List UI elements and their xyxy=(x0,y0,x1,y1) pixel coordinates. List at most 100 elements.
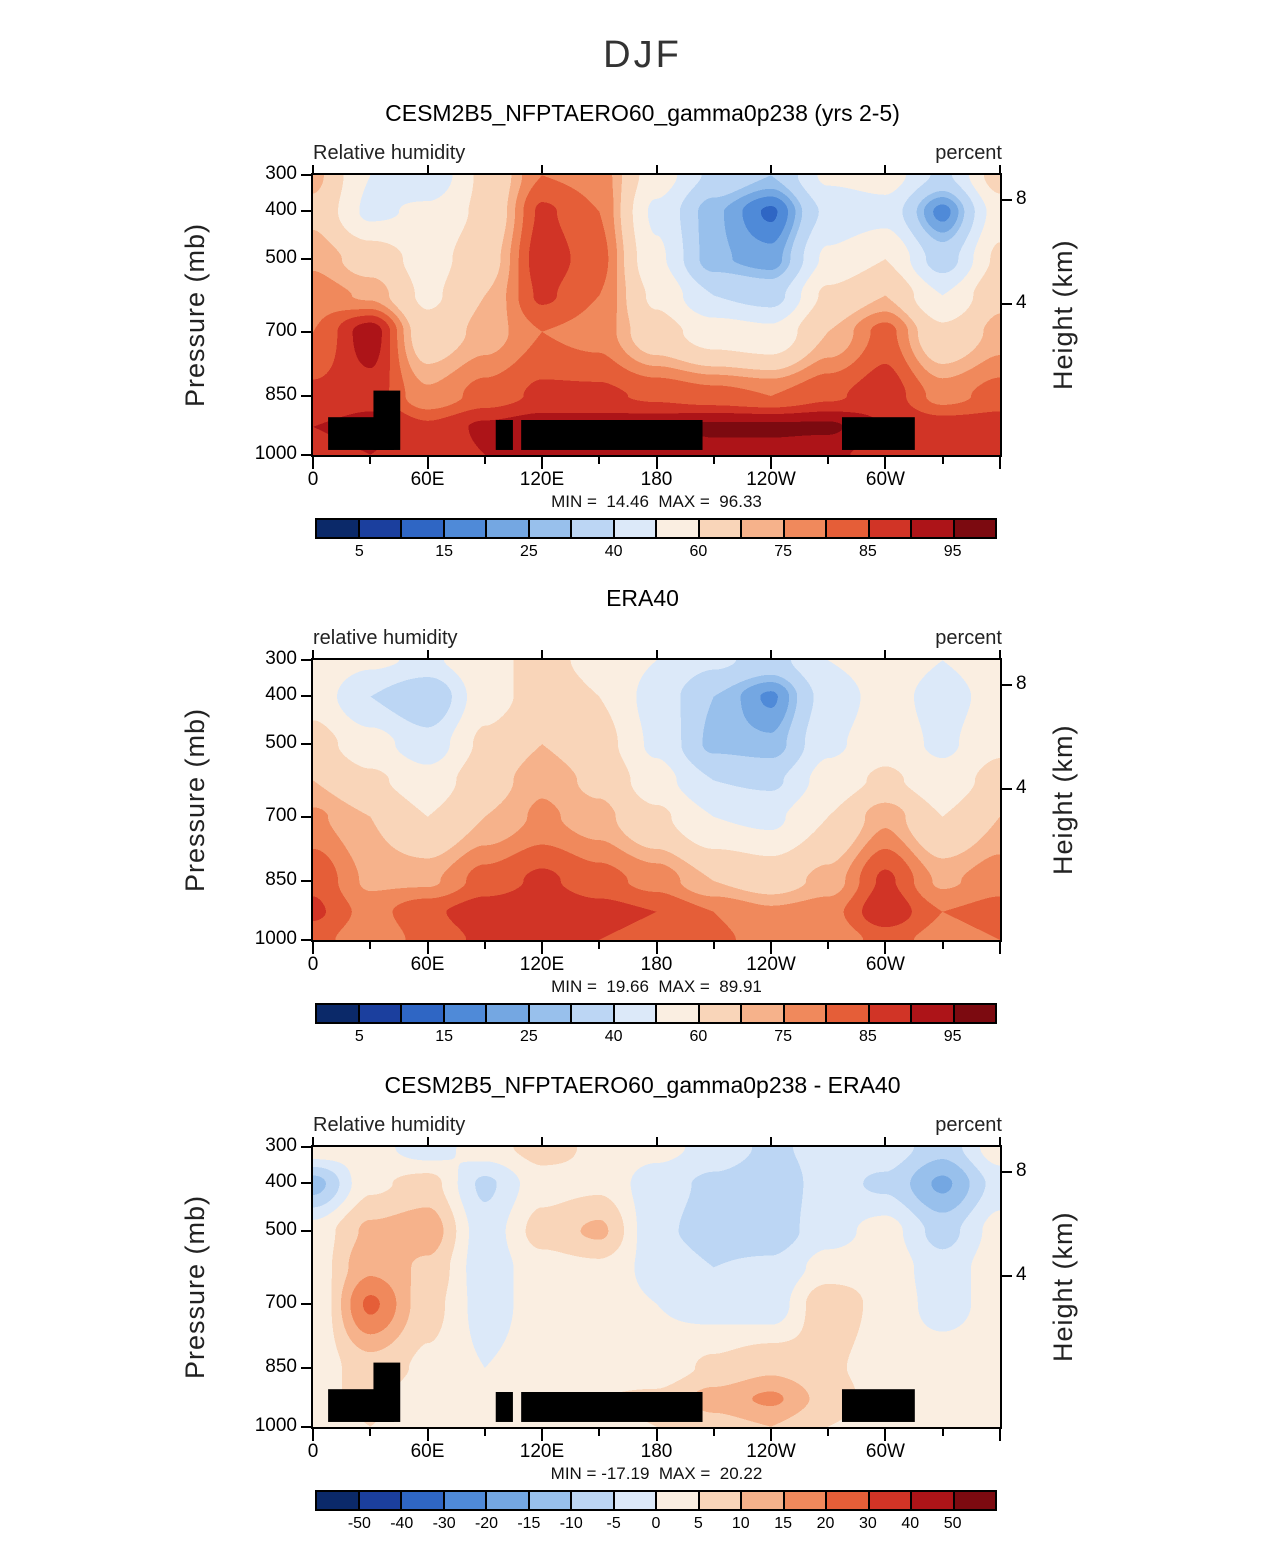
panel-difference: CESM2B5_NFPTAERO60_gamma0p238 - ERA40 Re… xyxy=(0,1060,1285,1546)
pressure-tick-label: 1000 xyxy=(254,1415,297,1436)
pressure-tick-label: 500 xyxy=(265,732,297,753)
x-axis-top-tick xyxy=(770,165,773,173)
contour-field-canvas xyxy=(313,175,1000,455)
colorbar-tick-label: -20 xyxy=(474,1515,499,1532)
colorbar-tick-label: 85 xyxy=(858,543,877,560)
pressure-tick xyxy=(301,210,311,213)
colorbar-segment xyxy=(742,1492,785,1509)
x-axis-tick-label: 60W xyxy=(865,1441,905,1462)
colorbar-segment xyxy=(784,520,827,537)
colorbar-tick-label: 25 xyxy=(519,1028,538,1045)
height-tick-label: 8 xyxy=(1016,673,1027,695)
x-axis-minor-tick xyxy=(712,942,715,949)
colorbar-tick-label: 5 xyxy=(693,1515,703,1532)
pressure-tick-label: 300 xyxy=(265,163,297,184)
colorbar-segment xyxy=(359,1492,402,1509)
colorbar-segment xyxy=(742,520,785,537)
pressure-tick-label: 850 xyxy=(265,869,297,891)
x-axis-top-tick xyxy=(312,165,314,173)
panel-title: ERA40 xyxy=(606,585,679,611)
x-axis-tick xyxy=(770,1429,773,1441)
colorbar-segment xyxy=(954,1492,995,1509)
x-axis-top-tick xyxy=(426,1137,429,1145)
colorbar-segment xyxy=(699,1005,742,1022)
x-axis-tick xyxy=(655,942,658,954)
colorbar-segment xyxy=(572,520,615,537)
colorbar-segment xyxy=(402,1005,445,1022)
x-axis-tick xyxy=(999,457,1001,469)
x-axis-tick-label: 180 xyxy=(640,469,673,490)
height-tick xyxy=(1002,684,1012,687)
pressure-tick xyxy=(301,1426,311,1428)
x-axis-top-tick xyxy=(884,650,887,658)
plot-frame xyxy=(311,173,1002,457)
colorbar-tick-label: -30 xyxy=(432,1515,456,1532)
x-axis-tick xyxy=(540,942,543,954)
colorbar-segment xyxy=(317,520,360,537)
colorbar-segment xyxy=(954,1005,995,1022)
x-axis-top-tick xyxy=(426,650,429,658)
colorbar-segment xyxy=(487,1005,530,1022)
colorbar-tick-label: 40 xyxy=(604,1028,623,1045)
colorbar-tick-label: 40 xyxy=(604,543,623,560)
colorbar-tick-label: -15 xyxy=(517,1515,541,1532)
x-axis-tick xyxy=(312,1429,314,1441)
field-name-label: Relative humidity xyxy=(313,1114,466,1136)
x-axis-minor-tick xyxy=(369,457,372,464)
colorbar-segment xyxy=(444,1005,487,1022)
pressure-tick xyxy=(301,1367,311,1370)
field-name-label: relative humidity xyxy=(313,627,458,649)
x-axis-top-tick xyxy=(770,1137,773,1145)
pressure-tick-label: 400 xyxy=(265,684,297,706)
x-axis-minor-tick xyxy=(483,1429,486,1436)
x-axis-tick xyxy=(999,942,1001,954)
x-axis-minor-tick xyxy=(827,942,830,949)
x-axis-tick-label: 60W xyxy=(865,954,905,975)
colorbar-tick-label: 60 xyxy=(689,543,708,560)
colorbar-tick-label: 95 xyxy=(943,543,962,560)
x-axis-tick xyxy=(770,942,773,954)
colorbar-segment xyxy=(317,1492,360,1509)
x-axis-minor-tick xyxy=(598,942,601,949)
colorbar-tick-label: 20 xyxy=(816,1515,835,1532)
pressure-axis-title: Pressure (mb) xyxy=(180,1194,210,1380)
x-axis-minor-tick xyxy=(369,1429,372,1436)
colorbar-segment xyxy=(912,520,955,537)
colorbar-segment xyxy=(869,520,912,537)
pressure-tick xyxy=(301,880,311,883)
pressure-axis-title: Pressure (mb) xyxy=(180,222,210,408)
contour-field-canvas xyxy=(313,660,1000,940)
x-axis-minor-tick xyxy=(483,457,486,464)
pressure-tick-label: 400 xyxy=(265,199,297,221)
pressure-tick-label: 500 xyxy=(265,247,297,268)
pressure-tick xyxy=(301,395,311,398)
colorbar-segment xyxy=(444,520,487,537)
colorbar-segment xyxy=(614,1005,657,1022)
colorbar xyxy=(315,1003,997,1024)
x-axis-tick xyxy=(426,942,429,954)
height-tick xyxy=(1002,787,1012,790)
pressure-tick-label: 300 xyxy=(265,648,297,669)
height-tick xyxy=(1002,199,1012,202)
x-axis-tick xyxy=(770,457,773,469)
pressure-tick xyxy=(301,1146,311,1148)
pressure-tick xyxy=(301,174,311,176)
x-axis-top-tick xyxy=(770,650,773,658)
pressure-tick xyxy=(301,815,311,818)
colorbar-tick-label: 5 xyxy=(354,1028,364,1045)
x-axis-tick-label: 0 xyxy=(307,469,319,490)
colorbar-tick-label: -50 xyxy=(347,1515,371,1532)
colorbar-segment xyxy=(317,1005,360,1022)
colorbar-segment xyxy=(657,520,700,537)
colorbar-segment xyxy=(529,1492,572,1509)
height-tick xyxy=(1002,302,1012,305)
minmax-stats: MIN = 19.66 MAX = 89.91 xyxy=(551,977,762,996)
x-axis-minor-tick xyxy=(483,942,486,949)
pressure-axis-title: Pressure (mb) xyxy=(180,707,210,893)
x-axis-tick xyxy=(540,457,543,469)
x-axis-minor-tick xyxy=(598,457,601,464)
x-axis-top-tick xyxy=(426,165,429,173)
x-axis-tick-label: 120W xyxy=(746,954,796,975)
x-axis-tick xyxy=(884,1429,887,1441)
x-axis-top-tick xyxy=(655,650,658,658)
